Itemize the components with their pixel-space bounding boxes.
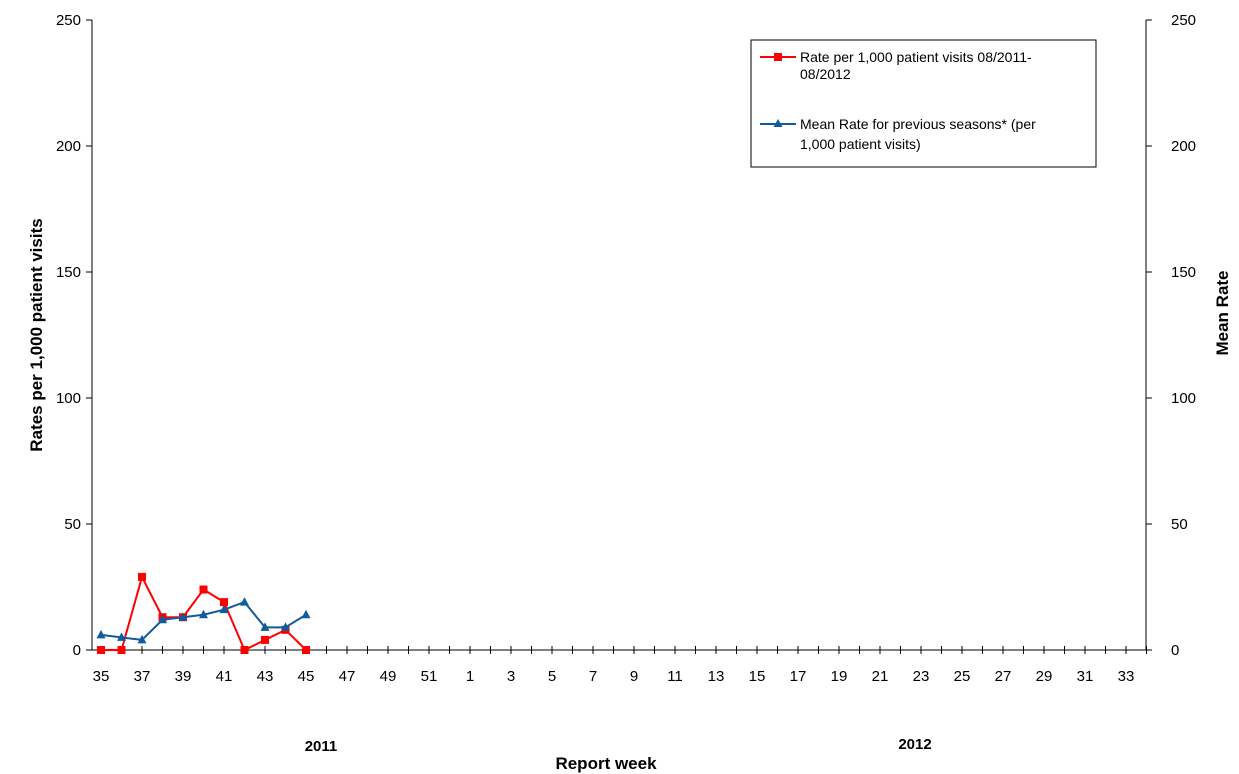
y-tick-label-right-200: 200 — [1171, 138, 1196, 155]
series-1-point-0 — [96, 629, 106, 639]
x-tick-label-5-11: 5 — [548, 668, 556, 685]
series-1-point-8 — [260, 622, 270, 631]
x-tick-label-19-18: 19 — [831, 668, 848, 685]
x-tick-label-17-17: 17 — [790, 668, 807, 685]
y-tick-label-right-0: 0 — [1171, 642, 1179, 659]
year-label-2011: 2011 — [305, 738, 338, 755]
x-tick-label-15-16: 15 — [749, 668, 766, 685]
series-1-point-2 — [137, 634, 147, 644]
y-tick-label-left-150: 150 — [56, 264, 81, 281]
y-tick-label-right-150: 150 — [1171, 264, 1196, 281]
series-1-point-6 — [219, 604, 229, 614]
y-tick-label-right-250: 250 — [1171, 12, 1196, 29]
legend-box — [750, 39, 1097, 168]
x-tick-label-25-21: 25 — [954, 668, 971, 685]
series-0-point-10 — [302, 646, 310, 654]
x-tick-label-37-1: 37 — [134, 668, 151, 685]
legend-marker-rate — [774, 53, 782, 61]
series-0-point-2 — [138, 572, 146, 581]
x-tick-label-1-9: 1 — [466, 668, 474, 685]
axes-layer — [91, 20, 1147, 651]
y-tick-label-left-100: 100 — [56, 390, 81, 407]
x-tick-label-33-25: 33 — [1118, 668, 1135, 685]
series-1-point-9 — [281, 622, 290, 631]
series-0-point-0 — [97, 646, 105, 654]
x-tick-label-45-5: 45 — [298, 668, 315, 685]
x-tick-label-7-12: 7 — [589, 668, 597, 685]
series-0-point-7 — [240, 646, 249, 654]
series-1-point-5 — [199, 609, 208, 619]
y-tick-label-left-0: 0 — [73, 642, 81, 659]
legend: Rate per 1,000 patient visits 08/2011- 0… — [750, 39, 1097, 168]
x-tick-label-9-13: 9 — [630, 668, 638, 685]
x-tick-label-49-7: 49 — [380, 668, 397, 685]
series-0-point-6 — [220, 598, 228, 607]
x-tick-label-47-6: 47 — [339, 668, 356, 685]
x-tick-label-51-8: 51 — [421, 668, 438, 685]
x-tick-label-3-10: 3 — [507, 668, 515, 685]
legend-label-mean-line2: 1,000 patient visits) — [800, 136, 921, 152]
series-1-point-7 — [240, 597, 249, 606]
legend-label-rate-line1: Rate per 1,000 patient visits 08/2011- — [800, 49, 1032, 65]
x-tick-label-31-24: 31 — [1077, 668, 1094, 685]
x-tick-label-27-22: 27 — [995, 668, 1012, 685]
year-label-2012: 2012 — [898, 736, 931, 753]
series-0-point-8 — [261, 635, 269, 644]
x-tick-label-11-14: 11 — [667, 668, 683, 685]
x-tick-label-29-23: 29 — [1036, 668, 1053, 685]
series-1-point-4 — [178, 612, 188, 621]
series-1-point-3 — [158, 614, 167, 624]
series-1-point-1 — [117, 632, 126, 641]
x-tick-label-35-0: 35 — [93, 668, 110, 685]
y-axis-title-right: Mean Rate — [1213, 270, 1232, 355]
x-tick-label-21-19: 21 — [872, 668, 889, 685]
x-tick-label-39-2: 39 — [175, 668, 192, 685]
y-axis-title-left: Rates per 1,000 patient visits — [27, 218, 46, 451]
y-tick-label-right-50: 50 — [1171, 516, 1188, 533]
x-tick-label-43-4: 43 — [257, 668, 274, 685]
legend-label-rate-line2: 08/2012 — [800, 66, 851, 82]
x-tick-label-13-15: 13 — [708, 668, 725, 685]
series-layer — [96, 572, 311, 654]
y-tick-label-left-200: 200 — [56, 138, 81, 155]
x-axis-title: Report week — [555, 754, 657, 773]
y-tick-label-left-250: 250 — [56, 12, 81, 29]
series-0-point-5 — [199, 585, 208, 594]
y-tick-label-right-100: 100 — [1171, 390, 1196, 407]
x-tick-label-23-20: 23 — [913, 668, 930, 685]
x-tick-label-41-3: 41 — [216, 668, 233, 685]
series-1-point-10 — [301, 609, 311, 619]
y-tick-label-left-50: 50 — [64, 516, 81, 533]
series-0-point-1 — [117, 646, 126, 654]
legend-label-mean-line1: Mean Rate for previous seasons* (per — [800, 116, 1036, 132]
legend-marker-mean — [773, 119, 783, 127]
